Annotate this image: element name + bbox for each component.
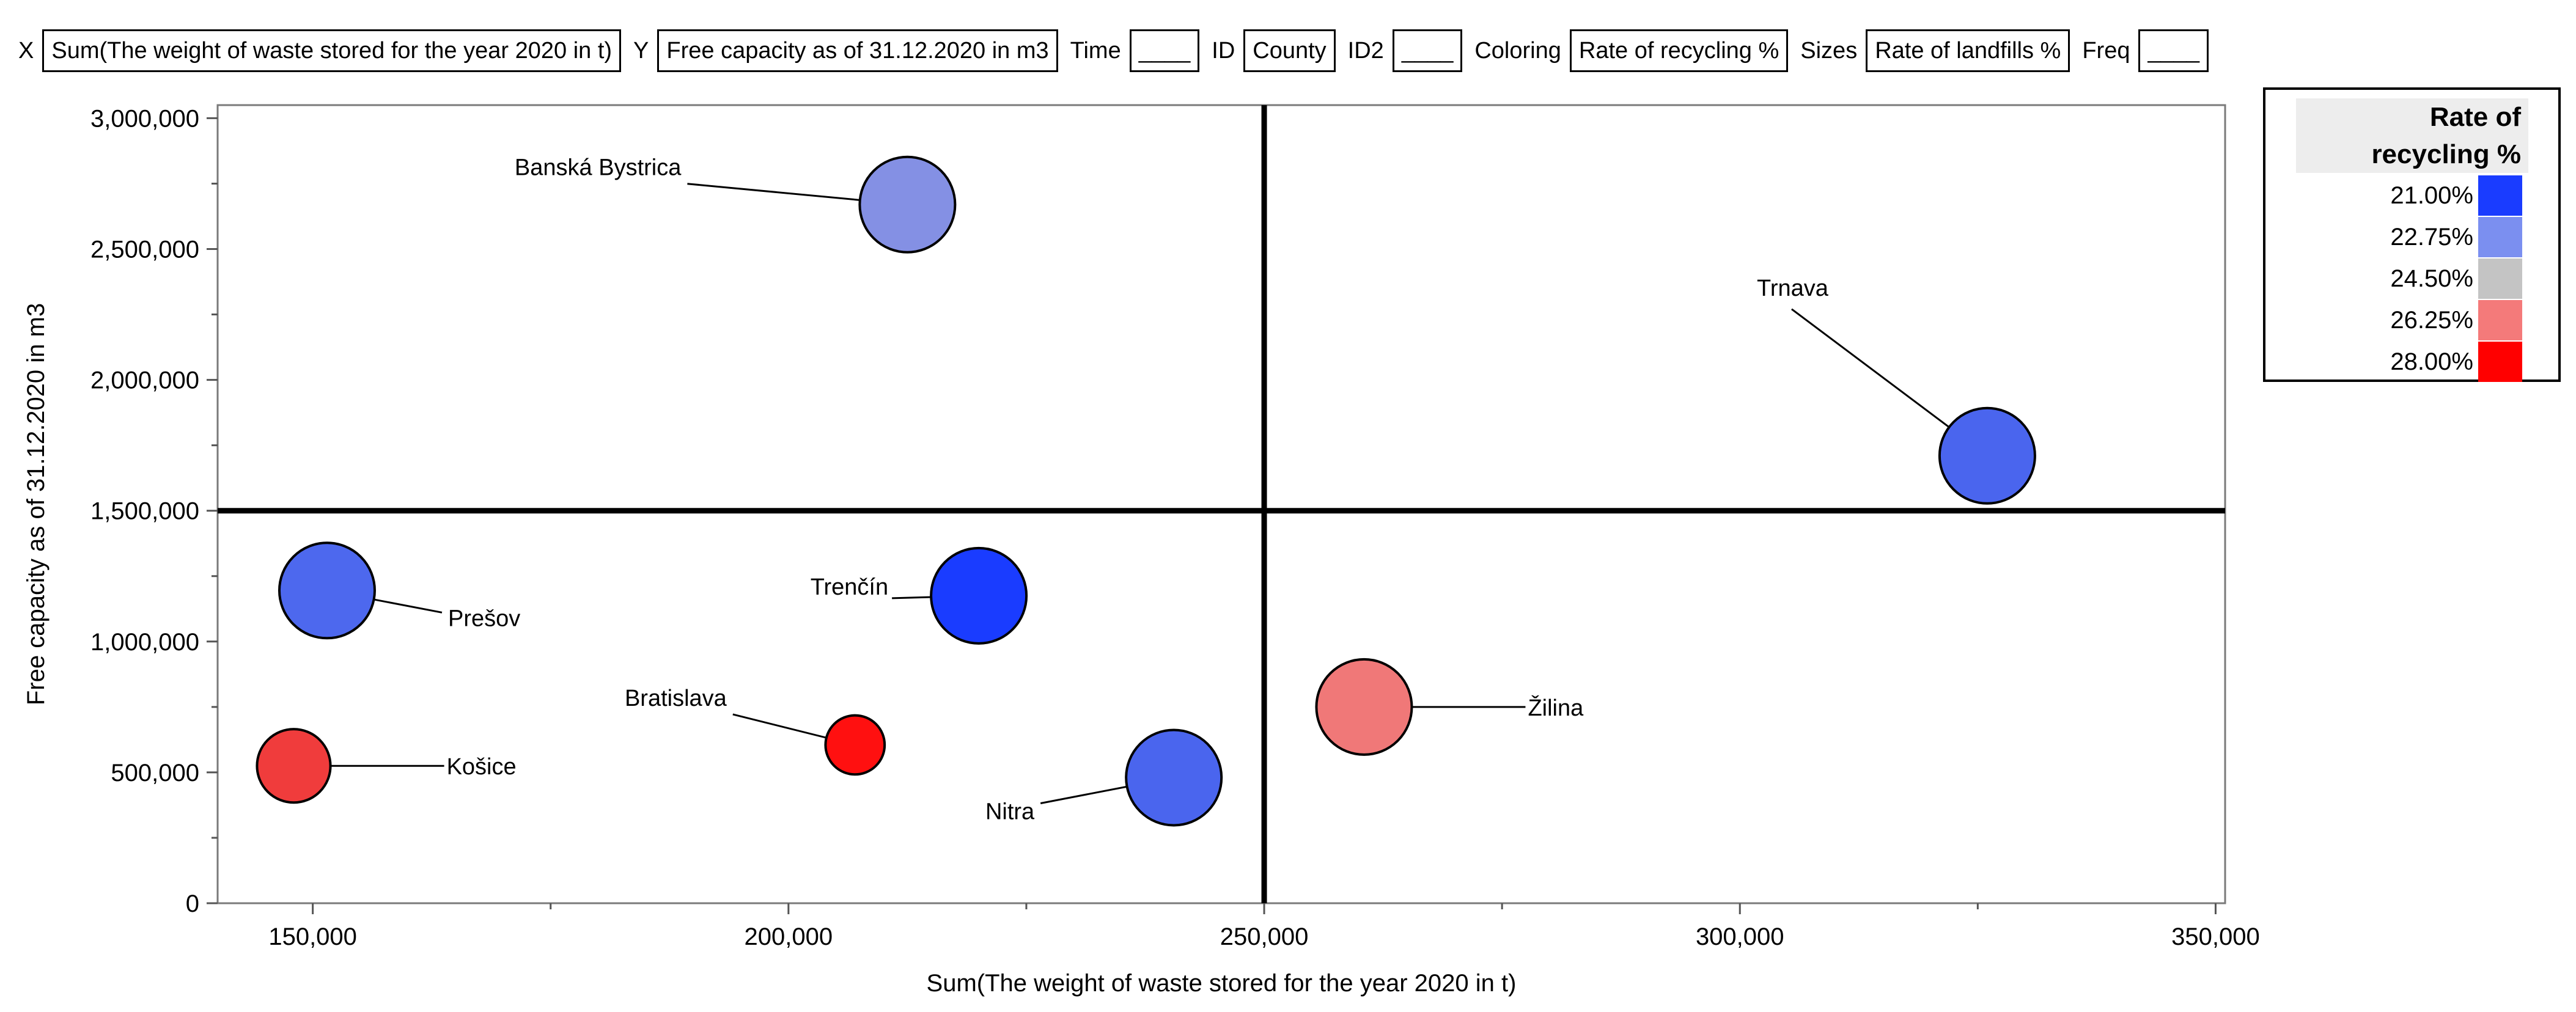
- legend-title-line1: Rate of: [2429, 102, 2521, 132]
- time-role-field[interactable]: ____: [1129, 29, 1200, 72]
- x-tick-label: 200,000: [745, 923, 833, 950]
- legend-swatch: [2478, 342, 2522, 382]
- bubble-zilina[interactable]: [1315, 658, 1413, 756]
- point-label-trnava: Trnava: [1757, 276, 1829, 301]
- x-role-label: X: [18, 37, 34, 64]
- bubble-banska-bystrica[interactable]: [858, 155, 957, 254]
- id2-role-field[interactable]: ____: [1392, 29, 1463, 72]
- y-role-label: Y: [633, 37, 649, 64]
- legend-item: 22.75%: [2290, 217, 2547, 257]
- y-tick-label: 3,000,000: [90, 105, 199, 132]
- y-tick-label: 500,000: [111, 760, 199, 787]
- y-tick-label: 1,500,000: [90, 498, 199, 525]
- sizes-role-field[interactable]: Rate of landfills %: [1866, 29, 2070, 72]
- point-label-trencin: Trenčín: [811, 574, 888, 600]
- point-label-banska-bystrica: Banská Bystrica: [515, 155, 682, 181]
- legend-swatch: [2478, 175, 2522, 216]
- x-role-field[interactable]: Sum(The weight of waste stored for the y…: [42, 29, 622, 72]
- point-label-kosice: Košice: [447, 754, 517, 780]
- y-tick-label: 2,000,000: [90, 367, 199, 394]
- legend-item-label: 28.00%: [2390, 348, 2473, 375]
- y-tick-label: 1,000,000: [90, 629, 199, 656]
- legend-title-line2: recycling %: [2371, 139, 2521, 169]
- x-tick-label: 350,000: [2171, 923, 2260, 950]
- x-tick-label: 150,000: [268, 923, 357, 950]
- legend-item: 26.25%: [2290, 300, 2547, 340]
- bubble-nitra[interactable]: [1125, 728, 1223, 827]
- bubble-trencin[interactable]: [930, 546, 1028, 645]
- id-role-label: ID: [1212, 37, 1235, 64]
- y-role-field[interactable]: Free capacity as of 31.12.2020 in m3: [657, 29, 1058, 72]
- bubble-trnava[interactable]: [1938, 406, 2036, 505]
- role-bar: X Sum(The weight of waste stored for the…: [15, 24, 2558, 77]
- legend-item: 28.00%: [2290, 342, 2547, 382]
- legend-swatch: [2478, 217, 2522, 257]
- bubble-kosice[interactable]: [256, 728, 332, 804]
- legend-title: Rate of recycling %: [2296, 98, 2528, 173]
- x-axis-title: Sum(The weight of waste stored for the y…: [927, 970, 1517, 997]
- legend-item-label: 26.25%: [2390, 307, 2473, 334]
- legend-item-label: 21.00%: [2390, 182, 2473, 209]
- x-tick-label: 300,000: [1696, 923, 1784, 950]
- sizes-role-label: Sizes: [1800, 37, 1858, 64]
- id2-role-label: ID2: [1347, 37, 1384, 64]
- legend-item-label: 22.75%: [2390, 224, 2473, 251]
- coloring-role-label: Coloring: [1474, 37, 1561, 64]
- color-legend: Rate of recycling % 21.00% 22.75% 24.50% 26…: [2263, 87, 2561, 382]
- id-role-field[interactable]: County: [1243, 29, 1336, 72]
- y-tick-label: 0: [186, 890, 199, 917]
- y-axis-title: Free capacity as of 31.12.2020 in m3: [23, 303, 50, 705]
- freq-role-label: Freq: [2082, 37, 2130, 64]
- bubble-bratislava[interactable]: [824, 714, 886, 776]
- legend-item: 21.00%: [2290, 175, 2547, 216]
- point-label-bratislava: Bratislava: [625, 686, 727, 711]
- point-label-zilina: Žilina: [1528, 695, 1584, 721]
- legend-item-label: 24.50%: [2390, 265, 2473, 292]
- point-label-nitra: Nitra: [985, 799, 1035, 824]
- legend-swatch: [2478, 258, 2522, 299]
- x-tick-label: 250,000: [1220, 923, 1309, 950]
- legend-swatch: [2478, 300, 2522, 340]
- coloring-role-field[interactable]: Rate of recycling %: [1569, 29, 1789, 72]
- bubble-presov[interactable]: [278, 541, 376, 640]
- y-tick-label: 2,500,000: [90, 237, 199, 263]
- freq-role-field[interactable]: ____: [2138, 29, 2209, 72]
- point-label-presov: Prešov: [448, 606, 520, 631]
- time-role-label: Time: [1070, 37, 1121, 64]
- legend-item: 24.50%: [2290, 258, 2547, 299]
